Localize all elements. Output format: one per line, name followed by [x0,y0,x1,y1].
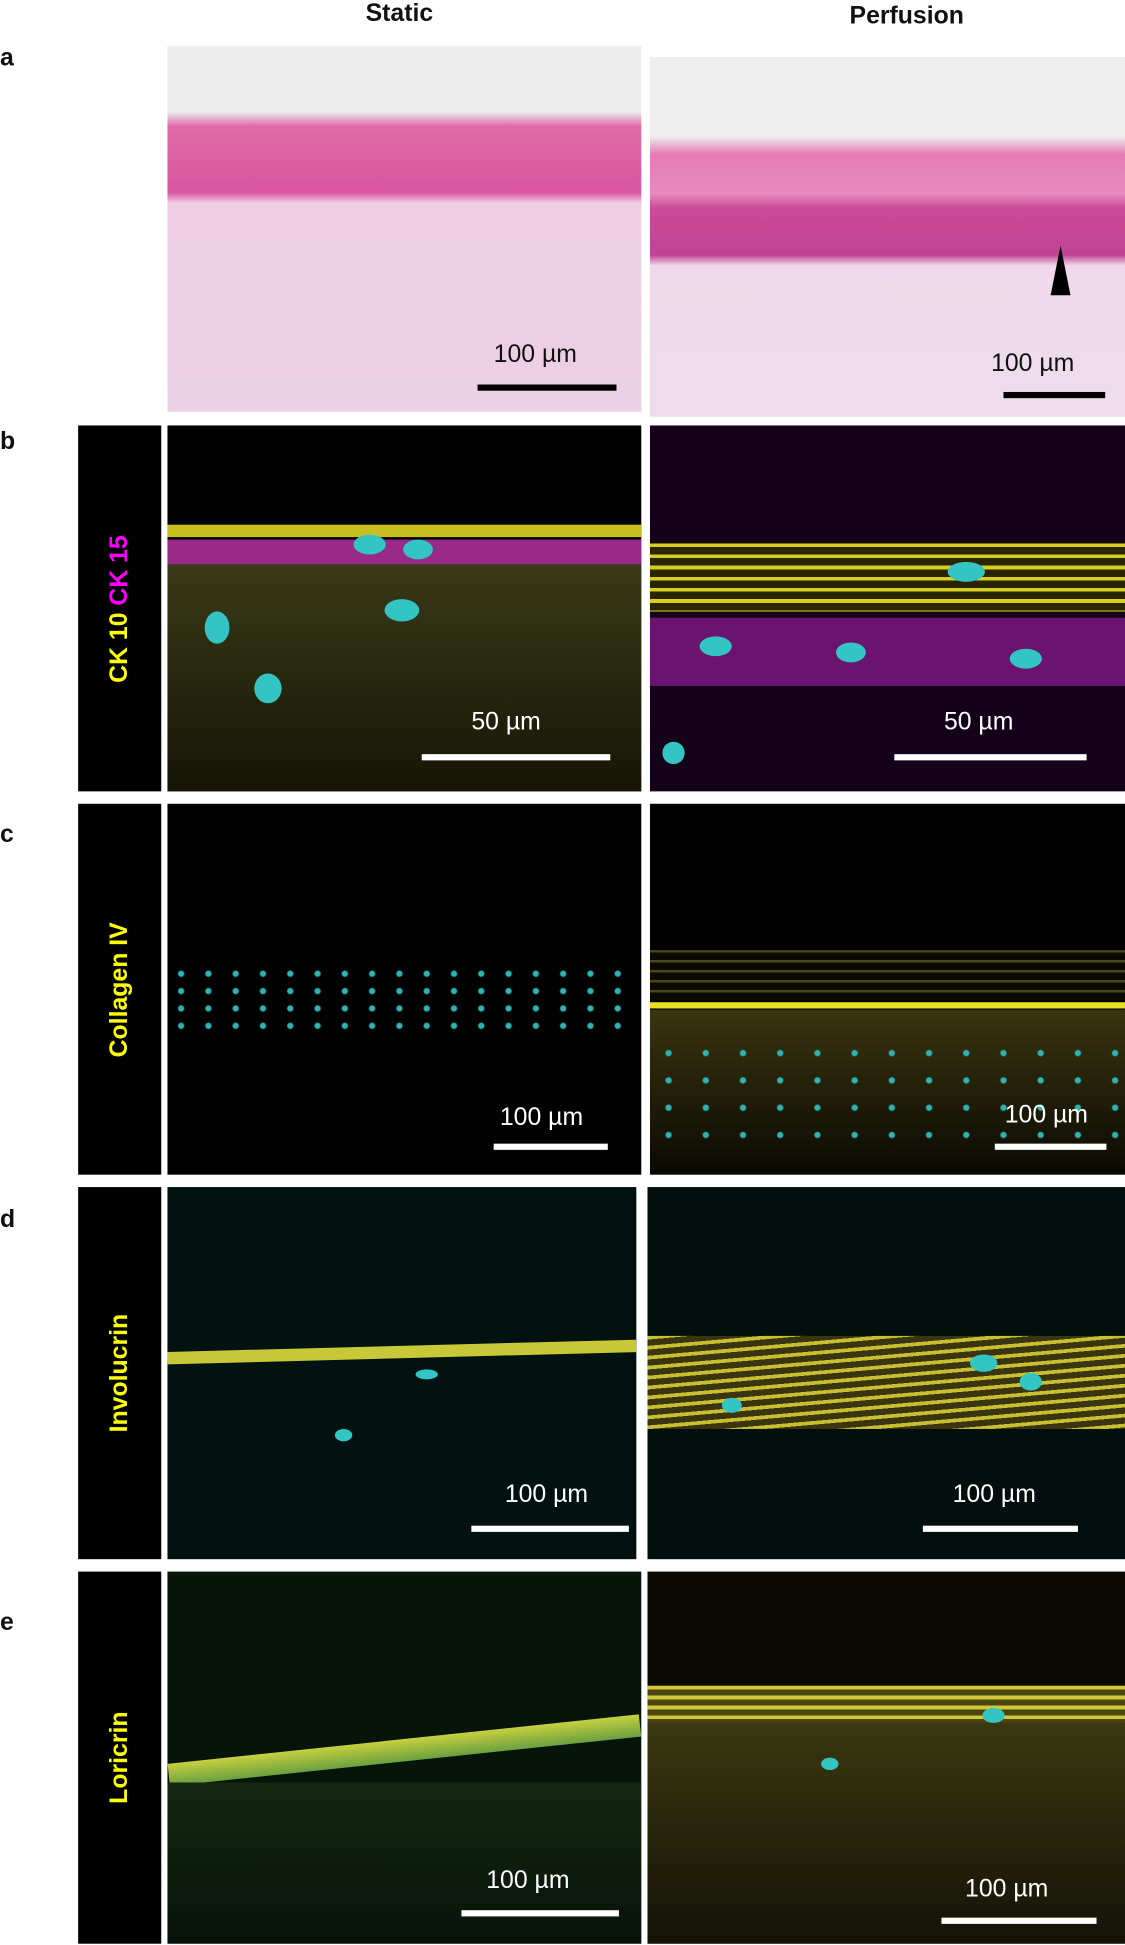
scale-bar [894,754,1087,761]
arrowhead-icon [1050,245,1071,296]
fluor-image-static-ck: 50 µm [167,425,642,792]
scale-bar [493,1143,608,1150]
fluor-image-perfusion-collagen: 100 µm [649,803,1125,1175]
stain-label-b: CK 10 CK 15 [78,425,162,792]
scale-bar [922,1525,1078,1532]
scale-bar-label: 100 µm [952,1481,1036,1509]
stain-label-e: Loricrin [78,1571,162,1944]
fluor-image-static-loricrin: 100 µm [167,1571,642,1944]
stain-label-ck15: CK 15 [105,534,133,605]
scale-bar-label: 50 µm [471,708,541,736]
scale-bar [994,1143,1107,1150]
scale-bar [1003,391,1106,399]
scale-bar-label: 100 µm [493,341,577,369]
he-image-static: 100 µm [167,45,642,412]
stain-label-c: Collagen IV [78,803,162,1175]
scale-bar [477,384,617,391]
he-image-perfusion: 100 µm [649,57,1125,417]
stain-label-d: Involucrin [78,1187,162,1560]
scale-bar [461,1910,619,1917]
scale-bar [421,754,611,761]
panel-letter-a: a [0,44,14,72]
panel-letter-d: d [0,1205,16,1233]
scale-bar [941,1917,1097,1924]
scale-bar-label: 100 µm [1004,1101,1088,1129]
stain-label-ck10: CK 10 [105,611,133,683]
scale-bar-label: 100 µm [499,1103,584,1132]
scale-bar-label: 100 µm [504,1481,589,1509]
scale-bar-label: 100 µm [991,349,1075,378]
scale-bar-label: 100 µm [486,1866,570,1895]
fluor-image-perfusion-loricrin: 100 µm [647,1571,1125,1944]
column-title-static: Static [365,0,434,28]
fluor-image-perfusion-ck: 50 µm [649,425,1125,792]
fluor-image-static-collagen: 100 µm [167,803,642,1175]
scale-bar [471,1525,629,1532]
panel-letter-c: c [0,821,14,849]
fluor-image-static-involucrin: 100 µm [167,1187,637,1560]
scale-bar-label: 50 µm [943,708,1014,736]
fluor-image-perfusion-involucrin: 100 µm [647,1187,1125,1560]
panel-letter-b: b [0,427,16,456]
scale-bar-label: 100 µm [965,1875,1049,1903]
panel-letter-e: e [0,1608,14,1637]
column-title-perfusion: Perfusion [849,2,964,30]
